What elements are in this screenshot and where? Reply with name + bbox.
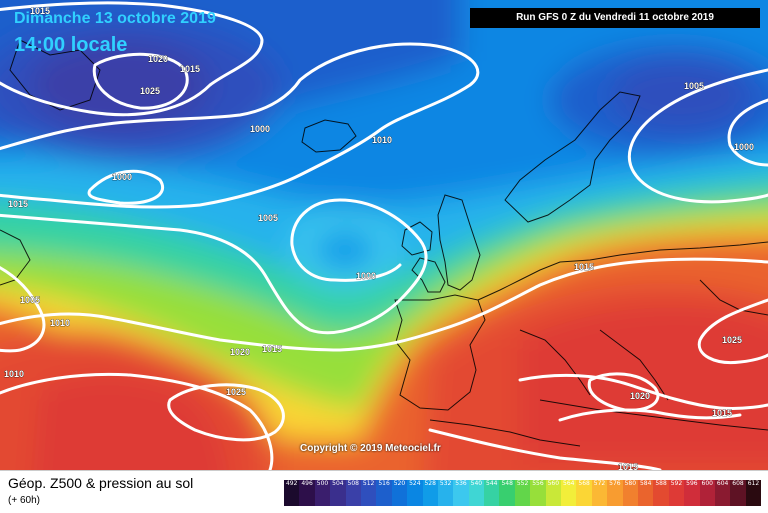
scale-cell: 512 — [360, 480, 377, 506]
isobar-label: 1025 — [722, 335, 742, 345]
isobar-label: 1005 — [258, 213, 278, 223]
isobar-label: 1015 — [618, 462, 638, 470]
scale-value: 572 — [593, 480, 606, 487]
scale-cell: 604 — [714, 480, 731, 506]
scale-value: 500 — [316, 480, 329, 487]
scale-cell: 612 — [745, 480, 762, 506]
scale-value: 580 — [624, 480, 637, 487]
isobar-label: 1015 — [262, 344, 282, 354]
scale-cell: 588 — [653, 480, 669, 506]
scale-value: 600 — [701, 480, 713, 487]
scale-cell: 580 — [622, 480, 638, 506]
isobar-label: 1015 — [8, 199, 28, 209]
scale-value: 532 — [439, 480, 452, 487]
scale-cell: 500 — [314, 480, 331, 506]
scale-value: 512 — [362, 480, 375, 487]
scale-cell: 528 — [422, 480, 438, 506]
scale-cell: 596 — [684, 480, 700, 506]
legend-subtitle: (+ 60h) — [8, 495, 40, 506]
scale-cell: 556 — [530, 480, 546, 506]
scale-cell: 536 — [453, 480, 469, 506]
scale-value: 524 — [409, 480, 421, 487]
isobar-label: 1010 — [372, 135, 392, 145]
scale-cell: 560 — [545, 480, 562, 506]
model-run-banner: Run GFS 0 Z du Vendredi 11 octobre 2019 — [470, 8, 760, 28]
isobar-label: 1000 — [112, 172, 132, 182]
scale-cell: 504 — [330, 480, 346, 506]
scale-value: 588 — [655, 480, 667, 487]
scale-value: 540 — [470, 480, 483, 487]
forecast-date: Dimanche 13 octobre 2019 — [14, 10, 216, 27]
forecast-time: 14:00 locale — [14, 34, 128, 56]
scale-value: 516 — [378, 480, 390, 487]
isobar-label: 1005 — [684, 81, 704, 91]
scale-cell: 552 — [514, 480, 531, 506]
scale-cell: 608 — [730, 480, 746, 506]
scale-value: 504 — [332, 480, 344, 487]
scale-cell: 600 — [699, 480, 715, 506]
isobar-label: 1025 — [140, 86, 160, 96]
scale-value: 576 — [609, 480, 621, 487]
scale-cell: 568 — [576, 480, 592, 506]
scale-cell: 508 — [345, 480, 361, 506]
scale-value: 608 — [732, 480, 744, 487]
scale-value: 536 — [455, 480, 467, 487]
isobar-label: 1010 — [50, 318, 70, 328]
scale-value: 596 — [686, 480, 698, 487]
geopotential-field: 1015 1020 1015 1025 1000 1010 1000 1015 … — [0, 0, 768, 470]
scale-cell: 492 — [284, 480, 300, 506]
scale-cell: 592 — [668, 480, 685, 506]
isobars — [0, 1, 768, 470]
scale-value: 520 — [393, 480, 406, 487]
legend-title: Géop. Z500 & pression au sol — [8, 475, 194, 491]
scale-value: 564 — [563, 480, 575, 487]
pressure-map: 1015 1020 1015 1025 1000 1010 1000 1015 … — [0, 0, 768, 470]
scale-cell: 544 — [484, 480, 500, 506]
scale-value: 584 — [639, 480, 652, 487]
isobar-label: 1000 — [356, 271, 376, 281]
scale-value: 560 — [547, 480, 560, 487]
scale-value: 604 — [716, 480, 729, 487]
scale-cell: 576 — [607, 480, 623, 506]
isobar-label: 1020 — [148, 54, 168, 64]
isobar-label: 1005 — [20, 295, 40, 305]
scale-value: 548 — [501, 480, 513, 487]
scale-value: 592 — [670, 480, 683, 487]
isobar-labels: 1015 1020 1015 1025 1000 1010 1000 1015 … — [4, 6, 755, 470]
scale-cell: 584 — [637, 480, 654, 506]
isobar-label: 1020 — [230, 347, 250, 357]
scale-cell: 540 — [468, 480, 485, 506]
scale-value: 492 — [285, 480, 298, 487]
scale-value: 556 — [532, 480, 544, 487]
isobar-label: 1015 — [712, 408, 732, 418]
scale-value: 508 — [347, 480, 359, 487]
scale-cell: 572 — [591, 480, 608, 506]
coastlines — [0, 39, 768, 447]
scale-value: 496 — [301, 480, 313, 487]
scale-cell: 532 — [437, 480, 454, 506]
isobar-label: 1000 — [734, 142, 754, 152]
isobar-label: 1000 — [250, 124, 270, 134]
isobar-label: 1015 — [30, 6, 50, 16]
scale-cell: 520 — [391, 480, 408, 506]
isobar-label: 1020 — [630, 391, 650, 401]
scale-cell: 516 — [376, 480, 392, 506]
color-scale: 492 496 500 504 508 512 516 520 524 528 532 536 540 5… — [284, 480, 762, 506]
scale-cell: 564 — [561, 480, 577, 506]
scale-value: 568 — [578, 480, 590, 487]
copyright-text: Copyright © 2019 Meteociel.fr — [300, 443, 441, 454]
scale-cell: 548 — [499, 480, 515, 506]
isobar-label: 1010 — [4, 369, 24, 379]
isobar-label: 1015 — [180, 64, 200, 74]
scale-cell: 524 — [407, 480, 423, 506]
scale-value: 528 — [424, 480, 436, 487]
scale-value: 612 — [747, 480, 760, 487]
isobar-label: 1025 — [226, 387, 246, 397]
scale-value: 544 — [486, 480, 498, 487]
scale-value: 552 — [516, 480, 529, 487]
isobar-label: 1015 — [574, 262, 594, 272]
scale-cell: 496 — [299, 480, 315, 506]
